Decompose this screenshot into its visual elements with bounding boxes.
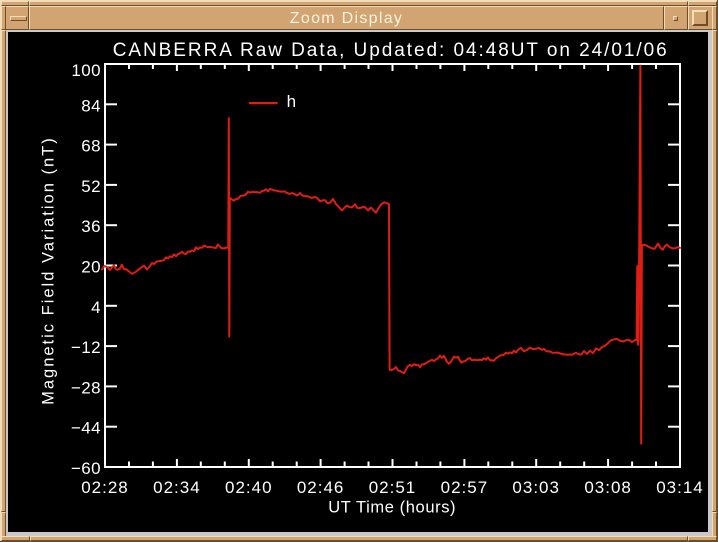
svg-text:03:14: 03:14 xyxy=(656,478,704,497)
svg-text:CANBERRA Raw Data, Updated: 04: CANBERRA Raw Data, Updated: 04:48UT on 2… xyxy=(113,40,669,61)
svg-text:02:40: 02:40 xyxy=(225,478,273,497)
svg-text:02:51: 02:51 xyxy=(369,478,417,497)
svg-text:52: 52 xyxy=(81,177,101,196)
svg-text:4: 4 xyxy=(91,298,101,317)
svg-text:02:28: 02:28 xyxy=(81,478,129,497)
svg-text:100: 100 xyxy=(71,61,101,80)
svg-text:02:46: 02:46 xyxy=(297,478,345,497)
svg-text:Magnetic Field Variation (nT): Magnetic Field Variation (nT) xyxy=(40,136,58,405)
svg-text:02:57: 02:57 xyxy=(441,478,489,497)
svg-text:−44: −44 xyxy=(71,419,101,438)
svg-text:84: 84 xyxy=(81,96,101,115)
svg-text:36: 36 xyxy=(81,217,101,236)
svg-text:−60: −60 xyxy=(71,459,101,478)
svg-text:−28: −28 xyxy=(71,378,101,397)
svg-text:02:34: 02:34 xyxy=(153,478,201,497)
svg-text:68: 68 xyxy=(81,137,101,156)
svg-text:−12: −12 xyxy=(71,338,101,357)
svg-text:h: h xyxy=(287,92,296,111)
svg-text:03:03: 03:03 xyxy=(512,478,560,497)
svg-text:03:08: 03:08 xyxy=(584,478,632,497)
svg-text:UT Time (hours): UT Time (hours) xyxy=(328,499,456,517)
svg-text:20: 20 xyxy=(81,258,101,277)
